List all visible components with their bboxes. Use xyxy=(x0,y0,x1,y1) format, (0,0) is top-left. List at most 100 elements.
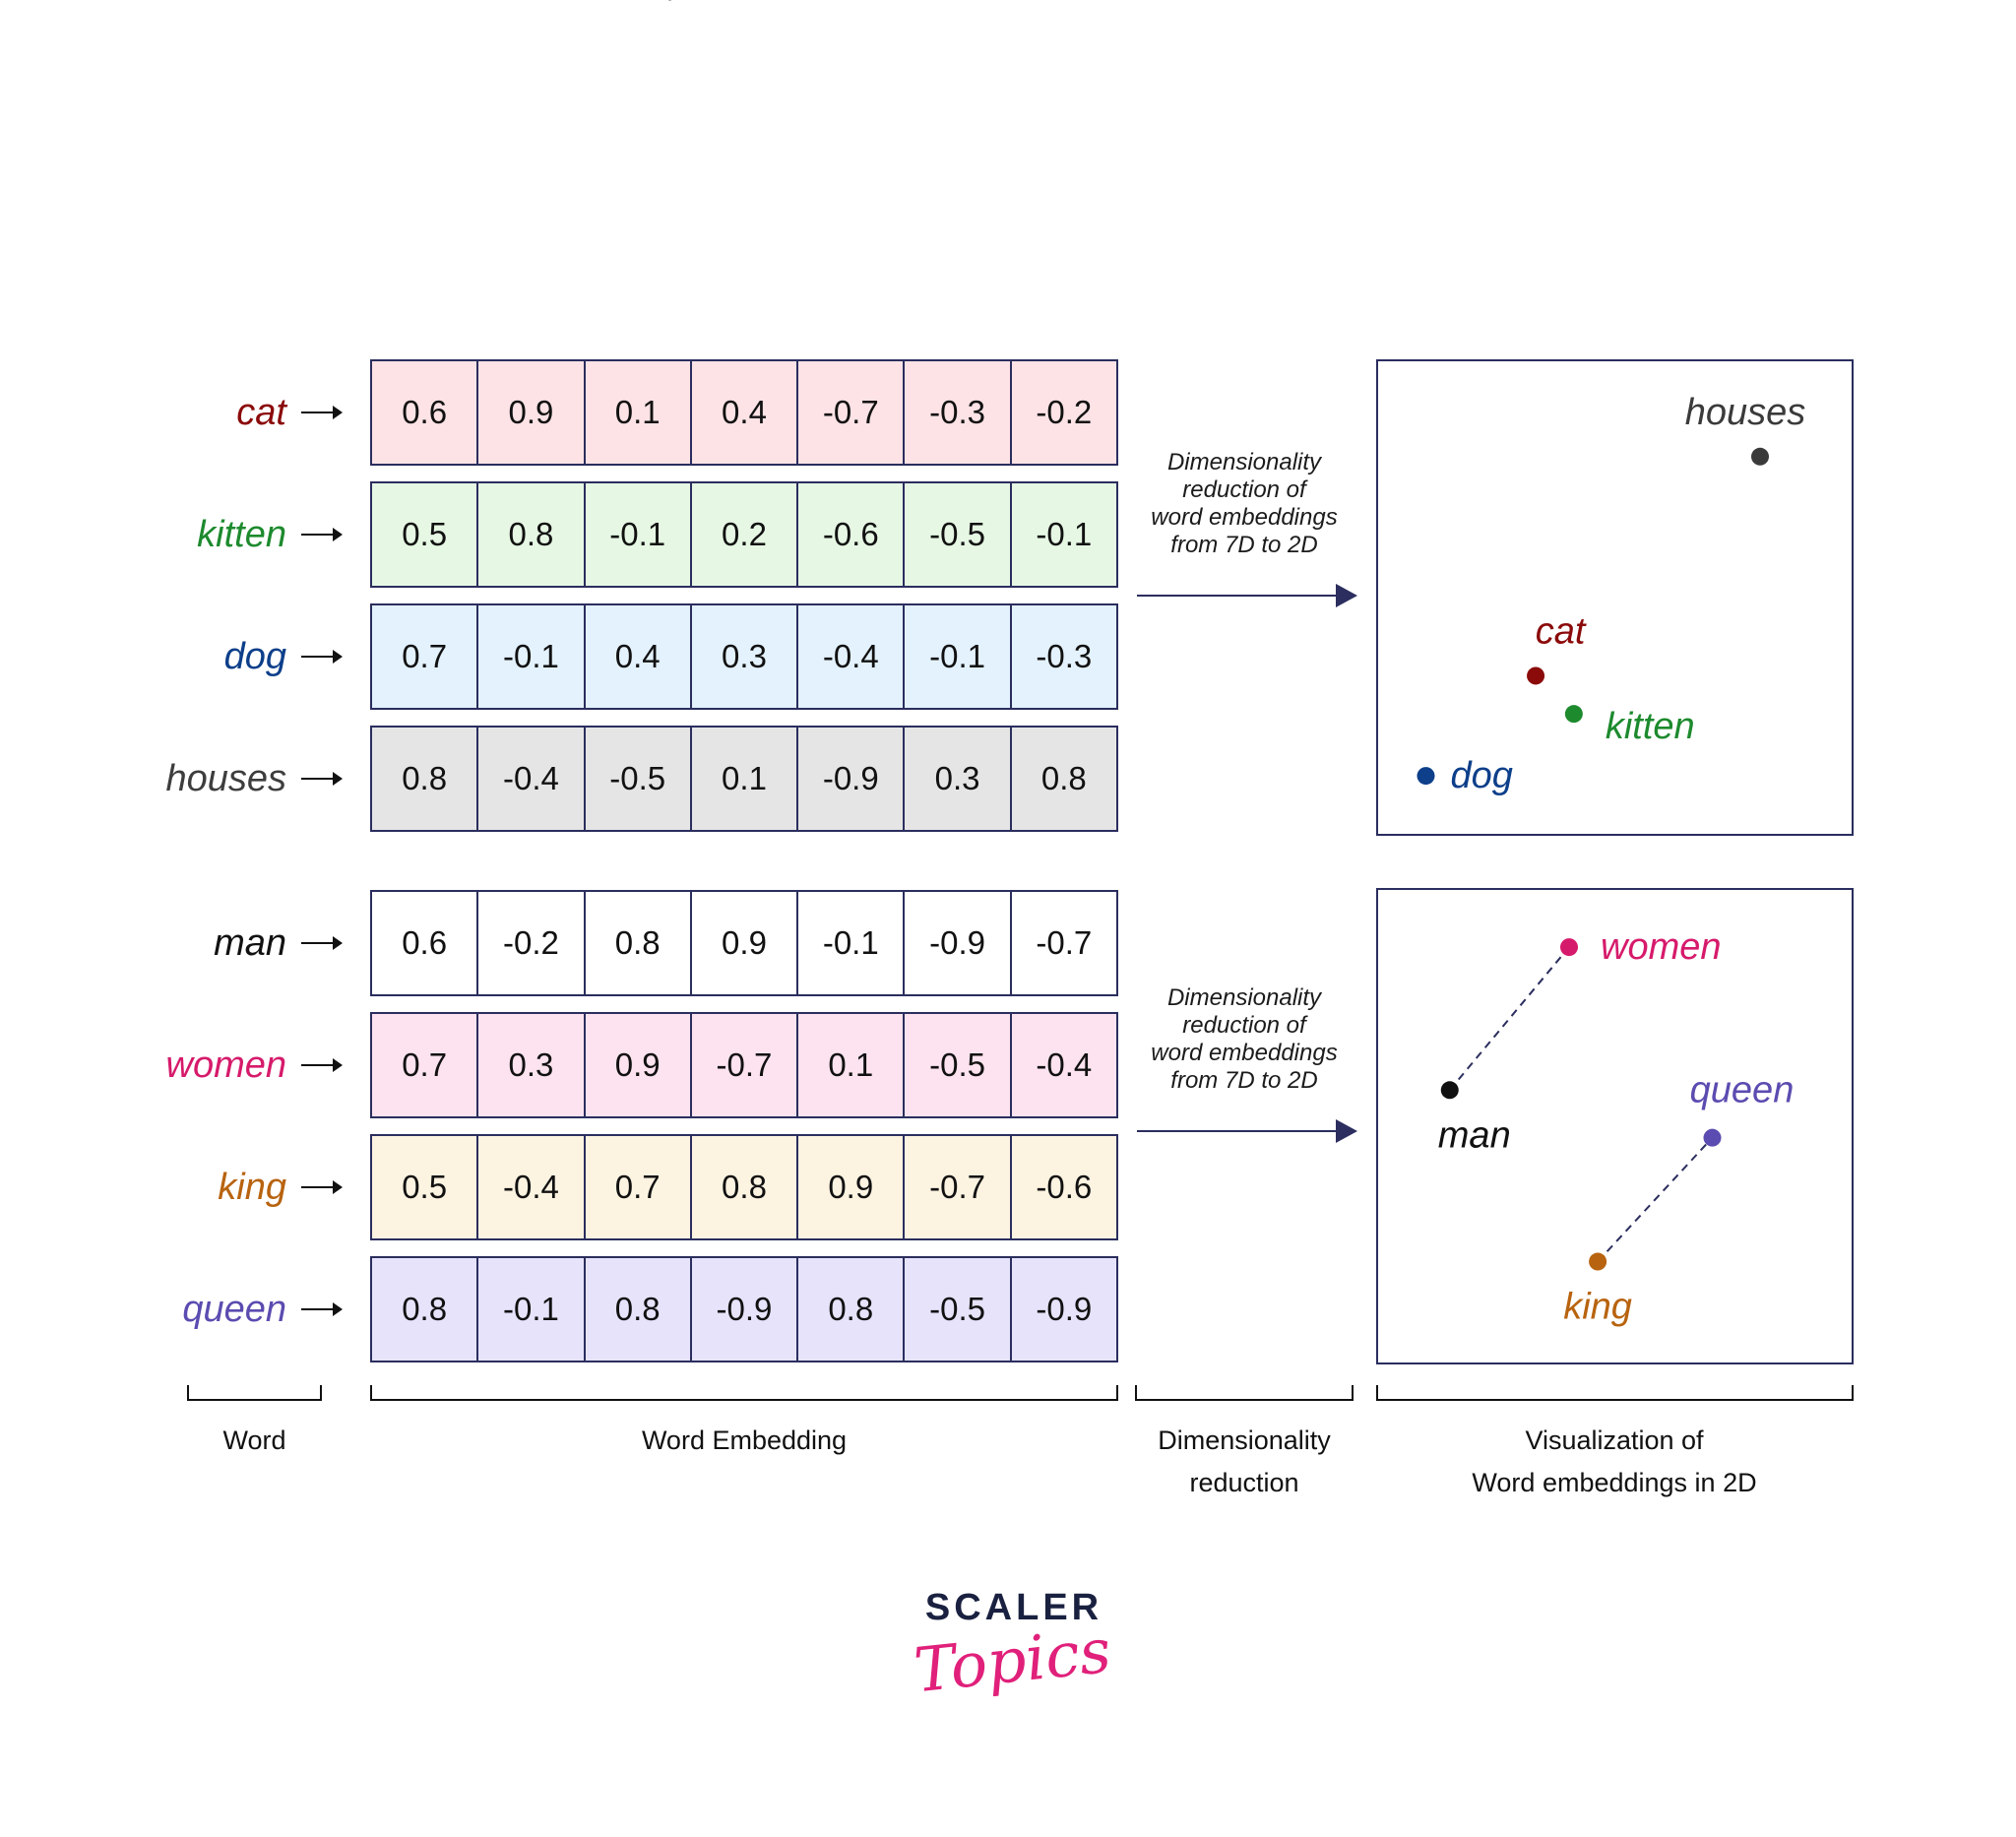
reduction-note: Dimensionality reduction of word embedding… xyxy=(1126,984,1362,1095)
reduction-note-line: reduction of xyxy=(1182,1012,1306,1039)
embedding-value: -0.2 xyxy=(1036,394,1093,430)
word-label-houses: houses xyxy=(165,758,286,799)
embedding-bracket xyxy=(370,1385,1118,1401)
point-kitten xyxy=(1564,705,1583,724)
reduction-note-line: Dimensionality xyxy=(1166,984,1322,1011)
embedding-value: 0.6 xyxy=(372,361,479,464)
embedding-value: -0.3 xyxy=(1036,638,1093,674)
embedding-value: 0.8 xyxy=(478,483,586,586)
logo-scaler-text: SCALER xyxy=(925,1587,1102,1628)
embedding-value: 0.4 xyxy=(586,605,692,708)
reduction-bracket xyxy=(1135,1385,1354,1401)
embedding-value: -0.3 xyxy=(905,361,1012,464)
caption-reduction-line-2: reduction xyxy=(1189,1468,1299,1497)
analogy-link xyxy=(1448,946,1570,1091)
embedding-value: 0.9 xyxy=(798,1136,906,1238)
embedding-value: -0.1 xyxy=(478,1258,586,1361)
embedding-value: -0.7 xyxy=(1036,924,1093,961)
embedding-value: -0.4 xyxy=(798,605,906,708)
reduction-note-line: word embeddings xyxy=(1151,504,1338,531)
embedding-value: -0.1 xyxy=(478,605,586,708)
embedding-value: -0.7 xyxy=(905,1136,1012,1238)
embedding-value: -0.6 xyxy=(798,483,906,586)
embedding-value: -0.9 xyxy=(1036,1291,1093,1327)
embedding-value: -0.9 xyxy=(905,892,1012,994)
reduction-arrow xyxy=(1137,1119,1357,1143)
reduction-note-line: reduction of xyxy=(1182,476,1306,503)
embedding-value: 0.9 xyxy=(692,892,799,994)
word-label-cat: cat xyxy=(236,392,286,433)
embedding-value: 0.9 xyxy=(478,361,586,464)
embedding-value: 0.7 xyxy=(586,1136,692,1238)
point-label-king: king xyxy=(1563,1287,1632,1328)
embedding-value: 0.8 xyxy=(586,892,692,994)
point-houses xyxy=(1751,447,1769,466)
word-label-kitten: kitten xyxy=(197,514,286,555)
embedding-value: 0.8 xyxy=(586,1258,692,1361)
word-arrow xyxy=(301,936,343,950)
caption-dimensionality-reduction: Dimensionality reduction xyxy=(1116,1420,1372,1504)
embedding-value: 0.6 xyxy=(372,892,479,994)
embedding-value: 0.8 xyxy=(1040,760,1087,796)
embedding-value: 0.1 xyxy=(798,1014,906,1116)
word-arrow xyxy=(301,650,343,664)
embedding-row-man: 0.6 -0.2 0.8 0.9 -0.1 -0.9 -0.7 xyxy=(370,890,1118,996)
embedding-row-queen: 0.8 -0.1 0.8 -0.9 0.8 -0.5 -0.9 xyxy=(370,1256,1118,1362)
embedding-row-houses: 0.8 -0.4 -0.5 0.1 -0.9 0.3 0.8 xyxy=(370,726,1118,832)
scaler-topics-logo: SCALER Topics xyxy=(911,1585,1113,1742)
word-bracket xyxy=(187,1385,322,1401)
embedding-value: -0.7 xyxy=(692,1014,799,1116)
word-arrow xyxy=(301,1302,343,1316)
point-label-man: man xyxy=(1438,1114,1511,1156)
embedding-value: 0.1 xyxy=(692,728,799,830)
point-queen xyxy=(1703,1128,1722,1147)
embedding-value: -0.5 xyxy=(905,1258,1012,1361)
reduction-note-line: from 7D to 2D xyxy=(1170,1067,1318,1094)
embedding-value: 0.5 xyxy=(372,483,479,586)
caption-word: Word xyxy=(222,1425,286,1455)
embedding-row-dog: 0.7 -0.1 0.4 0.3 -0.4 -0.1 -0.3 xyxy=(370,603,1118,710)
embedding-value: -0.5 xyxy=(586,728,692,830)
plot-canvas: houses cat kitten dog xyxy=(1417,392,1805,796)
embedding-row-king: 0.5 -0.4 0.7 0.8 0.9 -0.7 -0.6 xyxy=(370,1134,1118,1240)
embedding-value: -0.7 xyxy=(798,361,906,464)
word-arrow xyxy=(301,406,343,419)
plot-canvas: women man queen king xyxy=(1438,926,1795,1328)
analogy-link xyxy=(1597,1137,1714,1263)
word-arrow xyxy=(301,1180,343,1194)
embedding-value: 0.8 xyxy=(692,1136,799,1238)
caption-visualization-line-1: Visualization of xyxy=(1525,1425,1704,1455)
word-arrow xyxy=(301,528,343,541)
reduction-note-line: word embeddings xyxy=(1151,1040,1338,1066)
point-label-kitten: kitten xyxy=(1606,706,1695,747)
embedding-row-kitten: 0.5 0.8 -0.1 0.2 -0.6 -0.5 -0.1 xyxy=(370,481,1118,588)
embedding-value: -0.1 xyxy=(1036,516,1093,552)
point-women xyxy=(1560,938,1578,957)
plot-box-2: women man queen king xyxy=(1376,888,1854,1364)
embedding-value: -0.4 xyxy=(478,1136,586,1238)
caption-visualization: Visualization of Word embeddings in 2D xyxy=(1378,1420,1851,1504)
embedding-value: 0.8 xyxy=(372,1258,479,1361)
caption-word-embedding: Word Embedding xyxy=(641,1425,848,1455)
embedding-value: -0.1 xyxy=(586,483,692,586)
embedding-value: -0.5 xyxy=(905,483,1012,586)
embedding-value: 0.4 xyxy=(692,361,799,464)
word-arrow xyxy=(301,772,343,786)
embedding-value: -0.9 xyxy=(798,728,906,830)
point-label-queen: queen xyxy=(1690,1070,1795,1111)
reduction-arrow xyxy=(1137,584,1357,607)
embedding-value: 0.3 xyxy=(478,1014,586,1116)
point-man xyxy=(1440,1081,1459,1100)
point-king xyxy=(1589,1252,1607,1271)
embedding-value: -0.1 xyxy=(798,892,906,994)
point-cat xyxy=(1527,666,1545,685)
point-label-women: women xyxy=(1601,926,1722,968)
point-label-cat: cat xyxy=(1536,610,1587,652)
embedding-value: 0.3 xyxy=(692,605,799,708)
embedding-value: 0.9 xyxy=(586,1014,692,1116)
reduction-note: Dimensionality reduction of word embedding… xyxy=(1126,449,1362,559)
visualization-bracket xyxy=(1376,1385,1854,1401)
embedding-value: 0.7 xyxy=(372,605,479,708)
embedding-value: -0.5 xyxy=(905,1014,1012,1116)
caption-reduction-line-1: Dimensionality xyxy=(1158,1425,1331,1455)
